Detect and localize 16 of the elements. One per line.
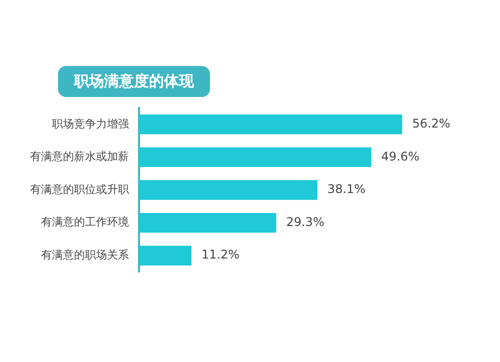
y-tick-label: 职场竞争力增强 (52, 117, 129, 130)
bar (139, 212, 276, 233)
bar (139, 180, 318, 200)
data-label: 29.3% (286, 214, 324, 229)
bar (139, 246, 192, 266)
bar (139, 114, 402, 134)
y-tick-label: 有满意的职场关系 (41, 248, 129, 262)
y-tick-label: 有满意的工作环境 (41, 216, 129, 229)
y-tick-label: 有满意的职位或升职 (30, 182, 129, 196)
data-label: 49.6% (381, 149, 420, 164)
data-label: 38.1% (327, 182, 366, 196)
chart-title: 职场满意度的体现 (58, 66, 210, 97)
bar (139, 147, 372, 168)
data-label: 56.2% (412, 116, 450, 131)
y-tick-label: 有满意的薪水或加薪 (30, 150, 129, 164)
data-label: 11.2% (201, 248, 240, 262)
